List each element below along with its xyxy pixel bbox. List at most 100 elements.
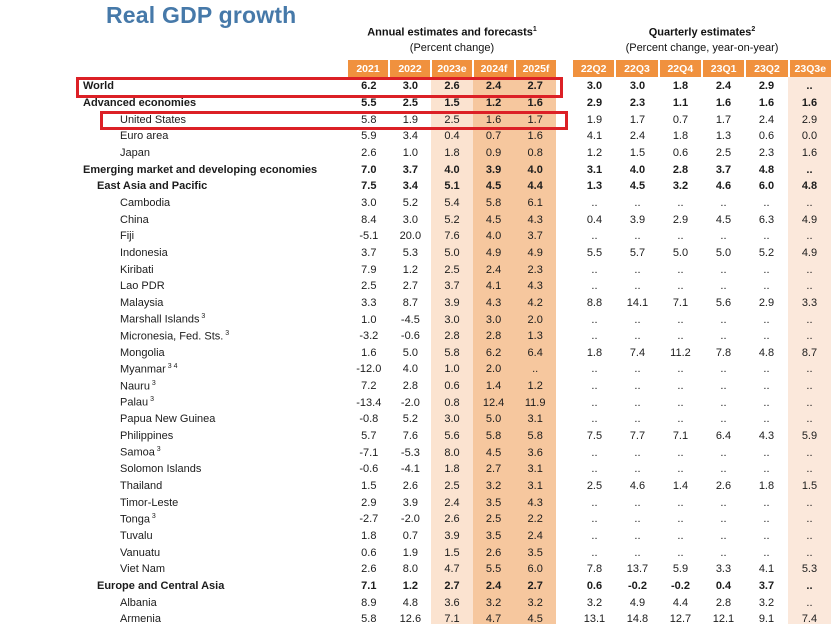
table-row-papua-new-guinea: Papua New Guinea -0.8 5.2 3.0 5.0 3.1........… [78, 411, 831, 428]
cell-23q2: 5.2 [758, 246, 775, 259]
cell-2021: 7.5 [361, 180, 377, 193]
table-row-lao-pdr: Lao PDR 2.5 2.7 3.7 4.1 4.3............ [78, 278, 831, 295]
cell-22q4: 5.0 [672, 246, 689, 259]
cell-23q2: .. [763, 530, 770, 543]
cell-2021: 1.8 [361, 530, 377, 543]
cell-22q2: .. [591, 463, 598, 476]
cell-2022: 20.0 [399, 230, 422, 243]
cell-23q1: 2.6 [715, 480, 732, 493]
cell-2024f: 2.5 [485, 513, 502, 526]
column-header-2021: 2021 [348, 60, 388, 77]
cell-2025f: 2.2 [527, 513, 543, 526]
annual-footnote-marker: 1 [532, 26, 537, 33]
cell-2024f: 2.6 [485, 546, 502, 559]
cell-2021: 7.2 [361, 380, 377, 393]
cell-2023e: 7.1 [444, 613, 460, 624]
cell-22q2: .. [591, 530, 598, 543]
cell-23q2: 9.1 [758, 613, 775, 624]
cell-22q4: 7.1 [672, 430, 689, 443]
cell-22q4: .. [677, 496, 684, 509]
cell-22q3: 7.4 [629, 346, 646, 359]
row-label: Malaysia [120, 296, 164, 309]
cell-23q1: 2.5 [715, 146, 732, 159]
cell-23q1: .. [720, 196, 727, 209]
annual-group-subtitle: (Percent change) [409, 42, 495, 54]
cell-22q3: .. [634, 530, 641, 543]
cell-23q2: 1.8 [758, 480, 775, 493]
cell-22q3: 14.8 [626, 613, 649, 624]
cell-2025f: 4.2 [527, 296, 543, 309]
cell-2023e: 5.2 [444, 213, 460, 226]
cell-22q4: 7.1 [672, 296, 689, 309]
row-label: Timor-Leste [120, 496, 179, 509]
cell-23q3e: 0.0 [801, 130, 818, 143]
cell-22q4: 5.9 [672, 563, 689, 576]
cell-23q3e: .. [806, 496, 813, 509]
cell-23q1: .. [720, 530, 727, 543]
table-row-samoa: Samoa 3 -7.1 -5.3 8.0 4.5 3.6............ [78, 444, 831, 461]
cell-2022: 1.2 [402, 580, 419, 593]
cell-23q2: 4.3 [758, 430, 775, 443]
cell-23q1: 2.4 [715, 80, 732, 93]
cell-2022: 2.5 [402, 96, 419, 109]
cell-23q1: 5.0 [715, 246, 732, 259]
cell-2022: 4.0 [402, 363, 419, 376]
cell-22q4: .. [677, 280, 684, 293]
cell-22q2: .. [591, 546, 598, 559]
cell-22q3: .. [634, 463, 641, 476]
cell-23q3e: .. [806, 280, 813, 293]
cell-2022: 2.8 [402, 380, 419, 393]
cell-22q2: 2.9 [586, 96, 603, 109]
column-header-23q1: 23Q1 [702, 60, 745, 77]
quarterly-footnote-marker: 2 [751, 26, 756, 33]
cell-2023e: 2.6 [444, 513, 460, 526]
cell-22q2: 5.5 [586, 246, 603, 259]
row-label: Emerging market and developing economies [83, 163, 318, 176]
cell-2021: 3.7 [361, 246, 377, 259]
table-row-marshall-islands: Marshall Islands 3 1.0 -4.5 3.0 3.0 2.0......… [78, 311, 831, 328]
cell-2023e: 5.8 [444, 346, 460, 359]
cell-2022: 5.2 [402, 413, 419, 426]
cell-2023e: 1.5 [444, 96, 460, 109]
cell-2021: -13.4 [356, 396, 382, 409]
cell-23q1: 12.1 [712, 613, 735, 624]
cell-23q2: .. [763, 546, 770, 559]
annual-group-label: Annual estimates and forecasts [367, 26, 533, 39]
cell-22q2: 7.5 [586, 430, 603, 443]
cell-23q3e: 5.3 [801, 563, 818, 576]
cell-2024f: 2.4 [485, 80, 502, 93]
column-header-2024f: 2024f [474, 60, 514, 77]
cell-22q4: 1.1 [672, 96, 689, 109]
cell-2023e: 2.5 [444, 113, 460, 126]
cell-2022: -0.6 [400, 330, 420, 343]
cell-2023e: 3.6 [444, 596, 460, 609]
cell-2021: -3.2 [359, 330, 379, 343]
cell-23q1: .. [720, 513, 727, 526]
cell-22q4: .. [677, 513, 684, 526]
table-row-fiji: Fiji -5.1 20.0 7.6 4.0 3.7............ [78, 228, 831, 245]
table-row-malaysia: Malaysia 3.3 8.7 3.9 4.3 4.2 8.8 14.1 7.1 5.6 2.9 3… [78, 295, 831, 312]
cell-22q2: .. [591, 230, 598, 243]
table-row-japan: Japan 2.6 1.0 1.8 0.9 0.8 1.2 1.5 0.6 2.5 2.3 1.6 [78, 145, 831, 162]
row-label: Solomon Islands [120, 463, 202, 476]
cell-2024f: 3.9 [485, 163, 502, 176]
cell-2023e: 1.8 [444, 146, 460, 159]
cell-2023e: 2.7 [444, 580, 460, 593]
row-label: Papua New Guinea [120, 413, 216, 426]
cell-22q3: 7.7 [629, 430, 646, 443]
cell-22q4: 0.6 [672, 146, 689, 159]
cell-2025f: 4.3 [527, 280, 543, 293]
cell-22q2: 13.1 [583, 613, 606, 624]
cell-23q3e: 1.6 [801, 96, 818, 109]
column-header-2025f: 2025f [516, 60, 556, 77]
cell-2022: 1.0 [402, 146, 419, 159]
row-label: Palau 3 [120, 396, 154, 410]
table-row-albania: Albania 8.9 4.8 3.6 3.2 3.2 3.2 4.9 4.4 2.8 3.2.. [78, 594, 831, 611]
highlight-box-world [76, 77, 563, 98]
cell-22q2: .. [591, 496, 598, 509]
cell-23q2: 2.9 [758, 296, 775, 309]
cell-2025f: 2.0 [527, 313, 543, 326]
cell-2024f: 12.4 [482, 396, 505, 409]
cell-2023e: 4.7 [444, 563, 460, 576]
cell-2025f: 3.1 [527, 480, 543, 493]
